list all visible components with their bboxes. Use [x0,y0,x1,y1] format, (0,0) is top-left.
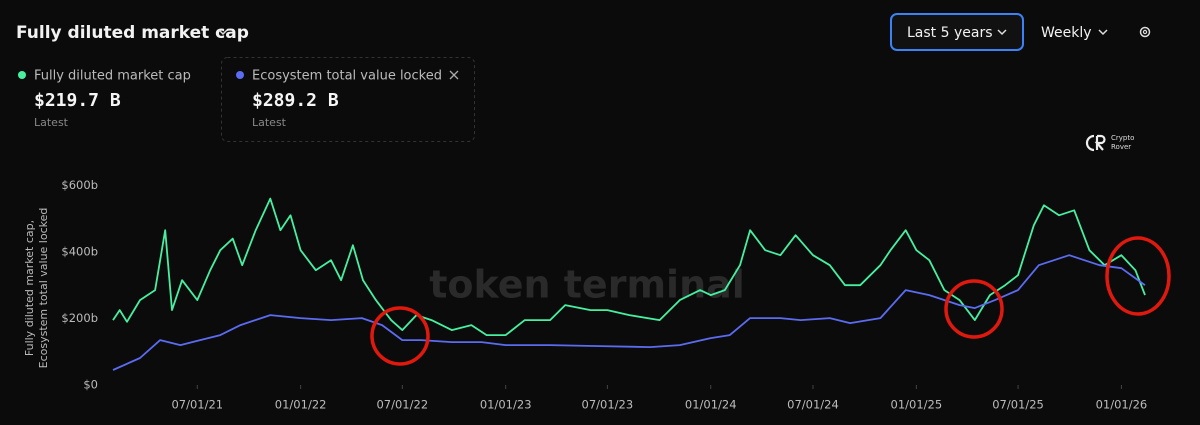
highlight-circle [1105,236,1171,316]
plot: $0 $200b $400b $600b 07/01/21 01/01/22 07/01/2… [61,178,1147,412]
y-tick-label: $400b [61,244,98,258]
gear-hub [1142,29,1148,35]
y-axis-title: Fully diluted market cap, [23,220,36,356]
remove-icon[interactable] [449,70,459,80]
x-tick-label: 07/01/22 [376,398,428,412]
x-tick-label: 01/01/25 [891,398,943,412]
legend-dot [236,71,244,79]
highlight-circle [370,306,430,366]
x-tick-label: 01/01/22 [275,398,327,412]
x-tick-label: 01/01/23 [480,398,532,412]
page-title[interactable]: Fully diluted market cap [16,23,249,43]
watermark: token terminal [429,263,745,307]
series-line [112,197,1146,336]
card-caption: Latest [34,116,69,129]
logo-text: Crypto [1111,134,1134,142]
series-line [112,254,1146,371]
logo-mark [1085,134,1106,152]
y-tick-label: $0 [83,378,98,392]
settings-icon[interactable] [1139,26,1151,38]
card-caption: Latest [252,116,287,129]
legend-name[interactable]: Fully diluted market cap [34,69,191,84]
x-tick-label: 07/01/21 [171,398,223,412]
y-axis-title: Ecosystem total value locked [37,208,50,369]
legend-dot [18,71,26,79]
x-tick-label: 01/01/24 [685,398,737,412]
x-tick-label: 07/01/25 [992,398,1044,412]
range-chevron [997,29,1007,36]
x-tick-label: 01/01/26 [1096,398,1148,412]
highlight-circle [944,279,1004,339]
range-label[interactable]: Last 5 years [907,25,993,41]
card-value: $219.7 B [34,90,121,111]
card-value: $289.2 B [252,90,339,111]
x-tick-label: 07/01/23 [582,398,634,412]
interval-label[interactable]: Weekly [1041,25,1092,41]
title-chevron[interactable] [218,29,228,36]
logo-text: Rover [1111,143,1131,151]
y-tick-label: $200b [61,311,98,325]
x-tick-label: 07/01/24 [787,398,839,412]
y-tick-label: $600b [61,178,98,192]
interval-chevron [1098,29,1108,36]
card-frame [221,57,475,142]
range-button[interactable] [890,13,1024,51]
legend-name[interactable]: Ecosystem total value locked [252,69,442,84]
gear-ring [1139,26,1151,38]
